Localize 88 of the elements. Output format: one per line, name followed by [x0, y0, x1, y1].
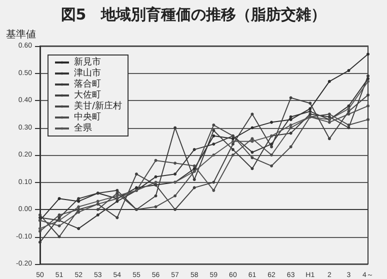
point: [77, 205, 80, 208]
point: [58, 224, 61, 228]
point: [154, 205, 158, 208]
point: [366, 104, 370, 108]
point: [174, 194, 177, 198]
point: [347, 69, 350, 72]
point: [192, 186, 196, 190]
point: [308, 110, 312, 113]
point: [174, 172, 177, 176]
point: [366, 94, 370, 97]
point: [366, 118, 370, 122]
point: [212, 124, 216, 127]
point: [270, 120, 274, 124]
point: [77, 210, 80, 214]
point: [174, 162, 177, 165]
point: [116, 192, 119, 195]
point: [154, 194, 158, 198]
point: [154, 158, 158, 162]
point: [77, 227, 80, 230]
point: [116, 194, 119, 198]
point: [328, 120, 331, 124]
chart-title: 図5 地域別育種価の推移（脂肪交雑）: [60, 6, 326, 24]
point: [250, 167, 254, 170]
point: [38, 213, 42, 216]
point: [250, 126, 254, 130]
point: [308, 102, 312, 105]
point: [212, 134, 216, 138]
point: [328, 137, 331, 140]
point: [134, 186, 138, 190]
point: [289, 132, 292, 135]
point: [192, 167, 196, 170]
legend-label: 中央町: [74, 112, 101, 122]
point: [289, 145, 292, 148]
point: [212, 154, 216, 156]
point: [347, 126, 350, 130]
point: [289, 124, 292, 127]
point: [212, 188, 216, 192]
point: [289, 115, 292, 118]
point: [38, 216, 42, 220]
point: [347, 107, 350, 110]
point: [192, 148, 196, 152]
point: [231, 140, 234, 143]
point: [58, 197, 61, 200]
point: [250, 140, 254, 143]
point: [77, 197, 80, 200]
point: [58, 213, 61, 216]
point: [250, 150, 254, 154]
point: [116, 200, 119, 203]
point: [96, 213, 100, 216]
point: [192, 164, 196, 168]
legend-label: 落合町: [74, 78, 101, 90]
point: [174, 126, 177, 130]
point: [154, 180, 158, 184]
y-axis-title: 基準値: [6, 28, 36, 40]
point: [328, 80, 331, 83]
point: [250, 156, 254, 160]
point: [38, 227, 42, 230]
point: [366, 52, 370, 56]
point: [308, 107, 312, 110]
legend-label: 新見市: [74, 56, 101, 68]
point: [38, 230, 42, 233]
point: [366, 80, 370, 83]
point: [134, 172, 138, 176]
point: [270, 145, 274, 148]
point: [154, 175, 158, 178]
point: [231, 142, 234, 146]
point: [212, 128, 216, 132]
point: [250, 112, 254, 116]
point: [366, 77, 370, 80]
point: [192, 178, 196, 182]
point: [58, 235, 61, 238]
point: [116, 216, 119, 220]
point: [270, 164, 274, 168]
point: [289, 96, 292, 100]
point: [231, 148, 234, 152]
point: [212, 142, 216, 146]
point: [77, 200, 80, 203]
legend-label: 全県: [74, 122, 92, 134]
point: [347, 112, 350, 116]
point: [96, 200, 100, 203]
point: [270, 142, 274, 146]
legend-label: 大佐町: [74, 90, 101, 100]
point: [308, 112, 312, 116]
legend-label: 津山市: [74, 68, 101, 78]
point: [347, 124, 350, 127]
legend-label: 美甘/新庄村: [74, 100, 122, 112]
point: [38, 240, 42, 244]
point: [250, 137, 254, 140]
